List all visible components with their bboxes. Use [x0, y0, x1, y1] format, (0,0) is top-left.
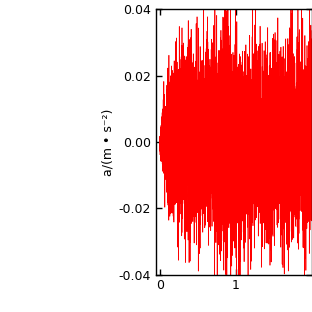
- Y-axis label: a/(m • s⁻²): a/(m • s⁻²): [102, 108, 115, 176]
